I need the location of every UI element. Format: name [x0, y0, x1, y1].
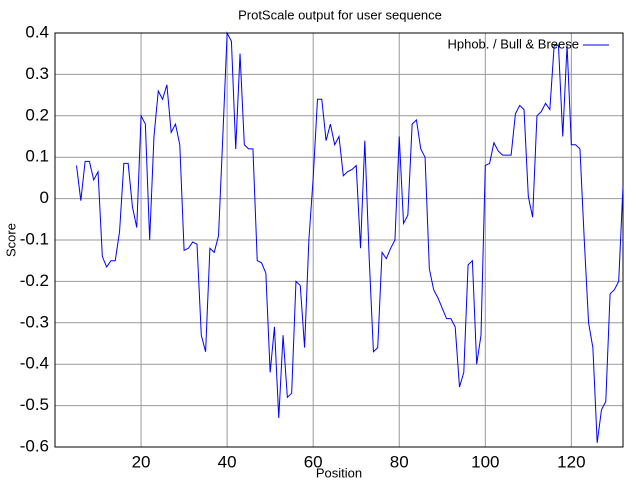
y-tick-label: 0 — [40, 188, 49, 207]
y-tick-label: -0.5 — [20, 395, 49, 414]
x-axis-label: Position — [316, 465, 362, 480]
y-tick-label: -0.1 — [20, 229, 49, 248]
y-tick-label: 0.1 — [25, 147, 49, 166]
legend-label: Hphob. / Bull & Breese — [447, 36, 579, 51]
y-tick-label: -0.3 — [20, 312, 49, 331]
x-tick-label: 40 — [218, 452, 237, 471]
y-axis-label: Score — [3, 223, 18, 257]
y-tick-label: 0.3 — [25, 64, 49, 83]
x-tick-label: 100 — [471, 452, 499, 471]
x-tick-label: 80 — [390, 452, 409, 471]
y-tick-label: -0.2 — [20, 271, 49, 290]
x-tick-label: 20 — [132, 452, 151, 471]
chart-title: ProtScale output for user sequence — [238, 7, 442, 22]
data-line — [76, 31, 624, 443]
y-tick-label: 0.4 — [25, 22, 49, 41]
y-tick-label: 0.2 — [25, 105, 49, 124]
x-tick-label: 120 — [557, 452, 585, 471]
y-tick-label: -0.4 — [20, 354, 49, 373]
plot-frame — [54, 32, 624, 448]
x-tick-label: 60 — [304, 452, 323, 471]
y-tick-label: -0.6 — [20, 436, 49, 455]
